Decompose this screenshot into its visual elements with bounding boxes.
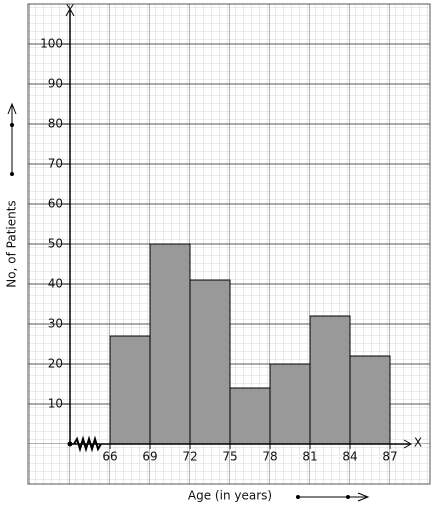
y-tick-label: 20 <box>48 357 63 371</box>
origin <box>67 441 73 447</box>
y-arrow <box>65 7 75 17</box>
y-tick-label: 10 <box>48 397 63 411</box>
bar <box>189 279 231 445</box>
y-tick-label: 90 <box>48 77 63 91</box>
x-tick-label: 75 <box>222 450 237 464</box>
axis-break <box>73 435 102 453</box>
y-axis-name: Y <box>65 3 74 17</box>
y-tick-label: 40 <box>48 277 63 291</box>
y-tick-label: 80 <box>48 117 63 131</box>
x-tick-label: 78 <box>262 450 277 464</box>
x-axis-label: Age (in years) <box>188 489 272 503</box>
bar <box>349 355 391 445</box>
x-tick-label: 66 <box>102 450 117 464</box>
x-tick-label: 81 <box>302 450 317 464</box>
x-tick-label: 87 <box>382 450 397 464</box>
bar <box>269 363 311 445</box>
bar <box>309 315 351 445</box>
bar <box>109 335 151 445</box>
bar <box>229 387 271 445</box>
scale-arrows <box>7 102 370 502</box>
scale-dots <box>10 123 350 499</box>
y-tick-label: 60 <box>48 197 63 211</box>
bar <box>149 243 191 445</box>
y-axis-label: No, of Patients <box>5 200 19 287</box>
y-tick-label: 100 <box>40 37 63 51</box>
y-tick-label: 50 <box>48 237 63 251</box>
y-tick-label: 30 <box>48 317 63 331</box>
y-tick-label: 70 <box>48 157 63 171</box>
x-arrow <box>403 439 413 449</box>
x-tick-label: 69 <box>142 450 157 464</box>
x-axis-name: X <box>414 436 422 450</box>
x-tick-label: 84 <box>342 450 357 464</box>
x-tick-label: 72 <box>182 450 197 464</box>
